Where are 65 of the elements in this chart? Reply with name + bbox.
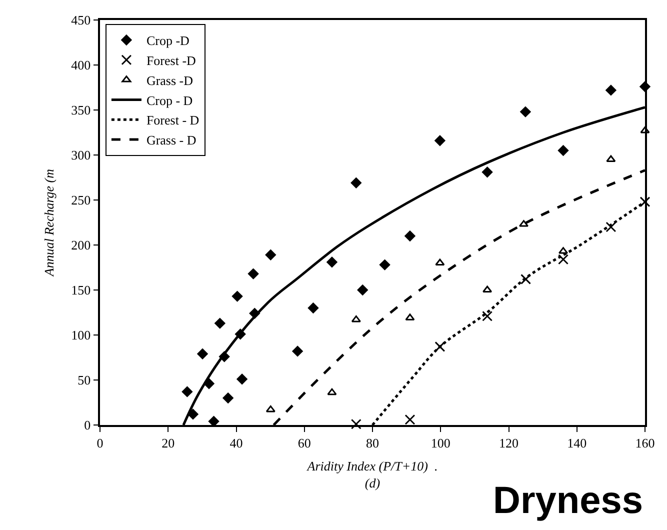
legend-label: Forest - D xyxy=(146,112,200,128)
point xyxy=(214,318,226,329)
point xyxy=(351,315,361,322)
point xyxy=(350,178,362,188)
x-tick-label: 160 xyxy=(635,435,655,450)
legend-label: Crop -D xyxy=(146,33,190,48)
legend-label: Grass - D xyxy=(146,132,196,148)
point xyxy=(404,230,416,242)
y-tick-label: 400 xyxy=(71,58,91,73)
point xyxy=(640,126,650,134)
y-tick-label: 100 xyxy=(71,328,91,343)
point xyxy=(434,135,446,146)
point xyxy=(188,408,198,420)
point xyxy=(558,254,568,265)
x-tick-label: 40 xyxy=(230,435,243,450)
point xyxy=(182,386,192,397)
point xyxy=(265,250,276,260)
point xyxy=(606,222,616,232)
x-tick-label: 0 xyxy=(96,435,104,450)
point xyxy=(482,166,493,178)
point xyxy=(379,260,390,270)
legend-label: Forest -D xyxy=(146,52,196,68)
legend-label: Crop - D xyxy=(146,92,193,108)
point xyxy=(558,145,569,156)
y-tick-label: 200 xyxy=(71,238,91,253)
point xyxy=(434,341,446,352)
point xyxy=(482,310,493,322)
point xyxy=(222,392,234,404)
x-axis-title: Aridity Index (P/T+10) . (d) xyxy=(306,458,438,490)
point xyxy=(197,348,208,360)
point xyxy=(292,346,303,356)
point xyxy=(606,84,616,96)
point xyxy=(326,256,338,268)
point xyxy=(640,196,650,208)
point xyxy=(435,258,445,266)
point xyxy=(482,286,492,292)
point xyxy=(520,274,532,284)
point xyxy=(404,414,416,425)
point xyxy=(520,106,531,118)
point xyxy=(232,291,243,302)
point xyxy=(308,302,319,314)
point xyxy=(357,284,368,296)
point xyxy=(248,268,259,280)
point xyxy=(236,374,248,384)
x-tick-label: 20 xyxy=(162,435,175,450)
point xyxy=(327,388,337,396)
x-tick-label: 140 xyxy=(567,435,587,450)
y-tick-label: 0 xyxy=(84,418,91,433)
point xyxy=(350,418,362,430)
x-tick-label: 80 xyxy=(366,435,379,450)
y-tick-label: 350 xyxy=(71,102,91,118)
point xyxy=(266,405,276,412)
y-tick-label: 150 xyxy=(71,282,91,298)
text: Dryness xyxy=(493,480,643,522)
x-tick-label: 120 xyxy=(499,435,518,450)
point xyxy=(606,155,616,162)
legend-label: Grass -D xyxy=(146,72,194,88)
x-tick-label: 60 xyxy=(298,435,311,450)
y-tick-label: 50 xyxy=(78,372,91,388)
x-tick-label: 100 xyxy=(430,435,450,450)
y-axis-title: Annual Recharge (m xyxy=(42,168,57,278)
point xyxy=(405,314,415,320)
y-tick-label: 450 xyxy=(71,12,91,28)
y-tick-label: 300 xyxy=(71,148,91,163)
y-tick-label: 250 xyxy=(71,192,91,208)
